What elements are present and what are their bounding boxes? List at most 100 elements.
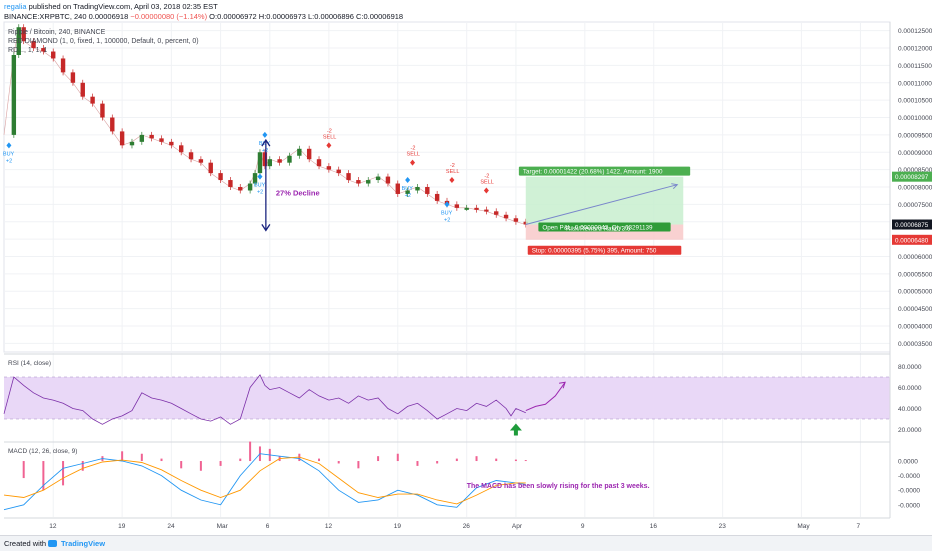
ohlc-values: O:0.00006972 H:0.00006973 L:0.00006896 C… [209,12,404,21]
buy-label: BUY [402,186,414,192]
price-axis-tick: 0.00005500 [898,271,932,278]
price-axis-tick: 0.00009000 [898,150,932,157]
green-up-arrow-icon [509,423,522,436]
price-axis-tick: 0.00004000 [898,323,932,330]
time-axis-tick: 16 [650,523,658,530]
macd-hist-bar [22,461,25,479]
rsi-axis-tick: 60.0000 [898,385,922,392]
price-axis-tag: 0.00008297 [895,174,929,181]
time-axis-tick: 26 [463,523,471,530]
price-axis-tick: 0.00009500 [898,132,932,139]
macd-hist-bar [81,461,84,471]
macd-hist-bar [318,458,321,462]
price-axis-tick: 0.00008500 [898,167,932,174]
price-axis-tag: 0.00006875 [895,222,929,229]
macd-axis-tick: 0.0000 [898,459,918,466]
macd-axis-tick: -0.0000 [898,502,920,509]
macd-hist-bar [436,461,439,464]
buy-label: BUY [3,151,15,157]
macd-axis-tick: -0.0000 [898,473,920,480]
risk-reward-hitbox [545,226,665,233]
time-axis-tick: 6 [266,523,270,530]
sell-diamond-icon [410,159,416,166]
time-axis-tick: 12 [325,523,333,530]
buy-diamond-icon [444,201,450,208]
author-link[interactable]: regalia [4,2,27,11]
macd-hist-bar [121,451,124,462]
tradingview-brand-link[interactable]: TradingView [61,539,106,548]
buy-diamond-icon [6,142,12,149]
macd-annotation: The MACD has been slowly rising for the … [467,483,650,490]
target-label: Target: 0.00001422 (20.68%) 1422, Amount… [523,168,663,175]
published-text: published on TradingView.com, April 03, … [28,2,218,11]
macd-hist-bar [199,461,202,471]
macd-hist-bar [357,461,360,469]
price-axis-tick: 0.00011000 [898,80,932,87]
macd-hist-bar [455,458,458,462]
time-axis-tick: 9 [581,523,585,530]
macd-hist-bar [62,461,65,486]
last-price: 0.00006918 [88,12,129,21]
macd-hist-bar [42,461,45,491]
sell-minus-label: -2 [327,128,332,134]
macd-hist-bar [514,459,517,462]
price-axis-tick: 0.00011500 [898,63,932,70]
buy-label: BUY [441,210,453,216]
rsi-axis-tick: 80.0000 [898,364,922,371]
rsi-axis-tick: 20.0000 [898,427,922,434]
rsi-projection-arrow-icon [559,381,566,389]
macd-hist-bar [524,460,527,462]
footer-bar: Created with TradingView [0,535,932,551]
legend-symbol[interactable]: Ripple / Bitcoin, 240, BINANCE [8,29,106,36]
signal-line [3,456,526,505]
sell-label: SELL [446,169,459,175]
price-axis-tick: 0.00008000 [898,185,932,192]
publish-header: regalia published on TradingView.com, Ap… [4,2,403,22]
legend-indicator-1[interactable]: RED DIAMOND (1, 0, fixed, 1, 100000, Def… [8,38,199,45]
macd-hist-bar [337,461,340,464]
rsi-title: RSI (14, close) [8,360,51,367]
time-axis-tick: 7 [856,523,860,530]
price-axis-tick: 0.00003500 [898,341,932,348]
price-change: −0.00000080 (−1.14%) [130,12,208,21]
price-axis-tag-bg [892,171,932,182]
macd-hist-bar [377,456,380,462]
time-axis-tick: 23 [719,523,727,530]
sell-label: SELL [407,152,420,158]
price-axis-tag-bg [892,219,932,230]
macd-hist-bar [140,453,143,462]
stop-label-box [527,245,682,255]
sell-minus-label: -2 [411,146,416,152]
tradingview-logo-icon [48,540,57,547]
legend-indicator-2[interactable]: RD..., 1, 1, 1 [8,47,48,54]
time-axis-tick: Mar [217,523,229,530]
rsi-axis-tick: 40.0000 [898,406,922,413]
macd-hist-bar [249,441,252,462]
price-axis-tick: 0.00007500 [898,202,932,209]
price-axis-tick: 0.00010000 [898,115,932,122]
buy-diamond-icon [405,177,411,184]
sell-diamond-icon [449,177,455,184]
time-axis-tick: Apr [512,523,523,530]
macd-hist-bar [396,453,399,462]
macd-axis-tick: -0.0000 [898,488,920,495]
projection-arrow-icon [671,183,679,190]
price-axis-tick: 0.00006000 [898,254,932,261]
time-axis-tick: May [797,523,810,530]
buy-diamond-icon [262,131,268,138]
price-axis-tick: 0.00004500 [898,306,932,313]
sell-label: SELL [480,179,493,185]
target-label-box [518,166,691,176]
sell-minus-label: -2 [450,163,455,169]
projection-line [525,184,678,225]
decline-annotation: 27% Decline [276,189,320,198]
time-axis-tick: 19 [394,523,402,530]
target-zone [525,176,684,225]
risk-reward-label: Risk/Reward Ratio: 3.6 [566,226,631,233]
stop-label: Stop: 0.00000395 (5.75%) 395, Amount: 75… [532,248,657,255]
time-axis-tick: 12 [49,523,57,530]
price-axis-tag-bg [892,234,932,245]
buy-label: BUY [254,183,266,189]
buy-plus-label: +2 [257,190,263,196]
